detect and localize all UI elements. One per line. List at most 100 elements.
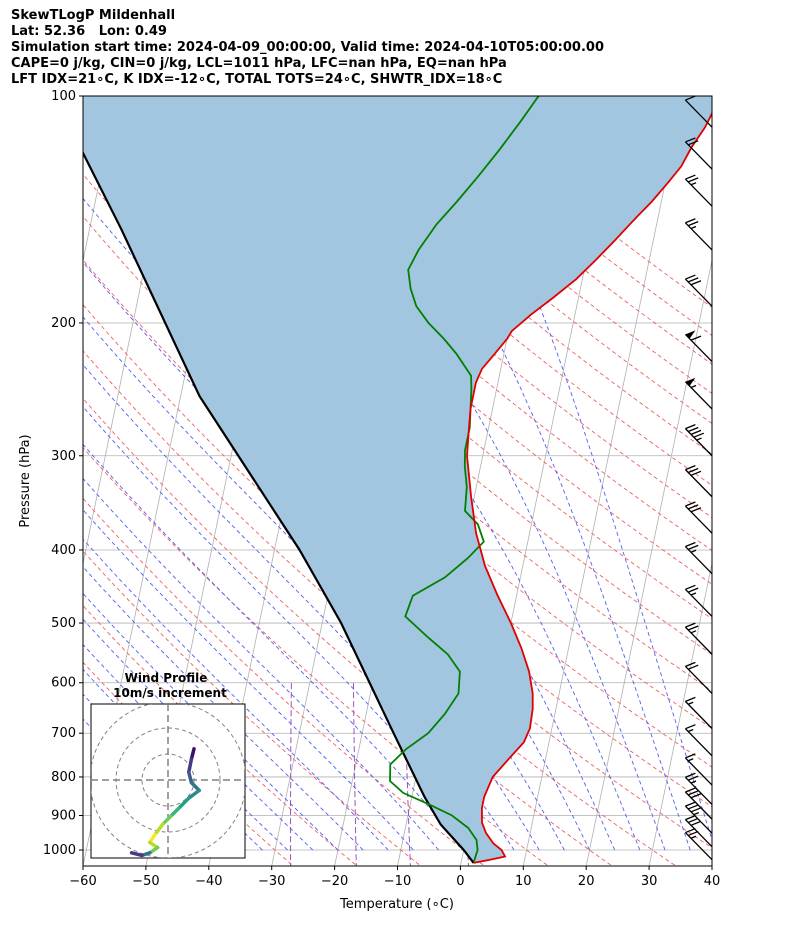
barb-full — [685, 622, 696, 628]
wind-barb — [684, 174, 713, 207]
y-tick-label: 500 — [51, 616, 76, 631]
barb-full — [685, 801, 696, 807]
barb-half — [696, 437, 702, 441]
barb-full — [685, 584, 696, 590]
barb-half — [690, 780, 697, 784]
barb-staff — [684, 178, 713, 207]
barb-staff — [684, 776, 713, 805]
y-tick-label: 700 — [51, 726, 76, 741]
barb-full — [685, 787, 696, 793]
isotherm — [711, 864, 712, 866]
x-tick-label: −30 — [258, 874, 285, 889]
barb-staff — [684, 428, 713, 457]
barb-staff — [684, 665, 713, 694]
dry-adiabat — [83, 497, 486, 866]
dry-adiabat — [182, 96, 712, 552]
hodograph-subtitle: 10m/s increment — [113, 686, 227, 700]
moist-adiabat — [83, 443, 465, 851]
wind-barb — [684, 661, 713, 694]
barb-full — [687, 830, 699, 837]
barb-flag — [685, 330, 696, 339]
wind-barb — [684, 465, 713, 498]
moist-adiabat — [440, 96, 712, 841]
hodograph-segment — [129, 851, 144, 858]
dry-adiabat — [83, 173, 712, 729]
barb-full — [690, 335, 702, 341]
barb-full — [685, 827, 696, 834]
barb-staff — [684, 728, 713, 757]
wind-barb — [684, 814, 713, 848]
barb-staff — [684, 141, 713, 170]
barb-staff — [684, 333, 713, 363]
y-tick-label: 300 — [51, 449, 76, 464]
header-line-location: Lat: 52.36 Lon: 0.49 — [11, 24, 167, 39]
barb-staff — [684, 805, 713, 834]
barb-full — [685, 814, 696, 821]
y-tick-label: 100 — [51, 89, 76, 104]
moist-adiabat — [83, 316, 540, 851]
barb-full — [685, 696, 696, 702]
barb-half — [690, 549, 697, 553]
wind-barb — [684, 541, 713, 575]
barb-full — [685, 724, 696, 730]
barb-half — [690, 835, 697, 839]
hodograph — [90, 703, 246, 859]
moist-adiabat — [83, 618, 314, 851]
barb-full — [693, 432, 705, 438]
wind-barb — [684, 724, 713, 757]
mixing-ratio-line — [353, 682, 357, 866]
barb-half — [690, 630, 697, 634]
hodograph-segment — [189, 780, 201, 793]
moist-adiabat — [333, 96, 691, 851]
barb-full — [687, 790, 699, 796]
x-axis-label: Temperature (∘C) — [339, 897, 454, 912]
header-line-title: SkewTLogP Mildenhall — [11, 8, 176, 23]
wind-barbs — [684, 95, 713, 861]
barb-half — [690, 182, 697, 186]
dewpoint-line — [389, 96, 540, 862]
header-line-indices-2: LFT IDX=21∘C, K IDX=-12∘C, TOTAL TOTS=24… — [11, 72, 503, 87]
barb-staff — [684, 700, 713, 729]
hodograph-segment — [168, 806, 181, 819]
hodograph-plot — [91, 704, 245, 858]
x-tick-label: −60 — [69, 874, 96, 889]
barb-staff — [684, 791, 713, 820]
barb-full — [687, 221, 699, 227]
barb-full — [685, 137, 696, 143]
x-tick-label: −50 — [132, 874, 159, 889]
barb-full — [687, 426, 699, 433]
barb-full — [685, 95, 696, 101]
y-tick-label: 800 — [51, 770, 76, 785]
y-tick-label: 900 — [51, 809, 76, 824]
wind-barb — [684, 753, 713, 786]
barb-full — [685, 541, 696, 548]
chart-header: SkewTLogP Mildenhall Lat: 52.36 Lon: 0.4… — [11, 8, 604, 88]
barb-full — [685, 218, 696, 224]
dry-adiabat — [83, 447, 550, 866]
temperature-line — [466, 111, 712, 864]
hodograph-segment — [161, 814, 173, 826]
isotherm — [648, 561, 712, 866]
moist-adiabat — [223, 96, 666, 851]
wind-barb — [684, 772, 713, 805]
barb-full — [690, 280, 702, 286]
barb-half — [687, 758, 694, 762]
wind-barb — [684, 218, 713, 251]
barb-full — [687, 504, 699, 510]
barb-full — [687, 775, 699, 781]
barb-full — [687, 467, 699, 474]
dry-adiabat — [83, 350, 677, 866]
barb-full — [690, 507, 702, 513]
cin-shading — [83, 96, 712, 863]
barb-staff — [684, 99, 713, 128]
wind-barb — [684, 330, 713, 363]
y-axis-label: Pressure (hPa) — [18, 434, 33, 527]
mixing-ratio-line — [290, 682, 292, 866]
barb-half — [690, 384, 697, 389]
x-tick-label: 40 — [704, 874, 721, 889]
barb-full — [687, 544, 699, 550]
hodograph-segment — [189, 747, 196, 761]
wind-barb — [684, 696, 713, 729]
